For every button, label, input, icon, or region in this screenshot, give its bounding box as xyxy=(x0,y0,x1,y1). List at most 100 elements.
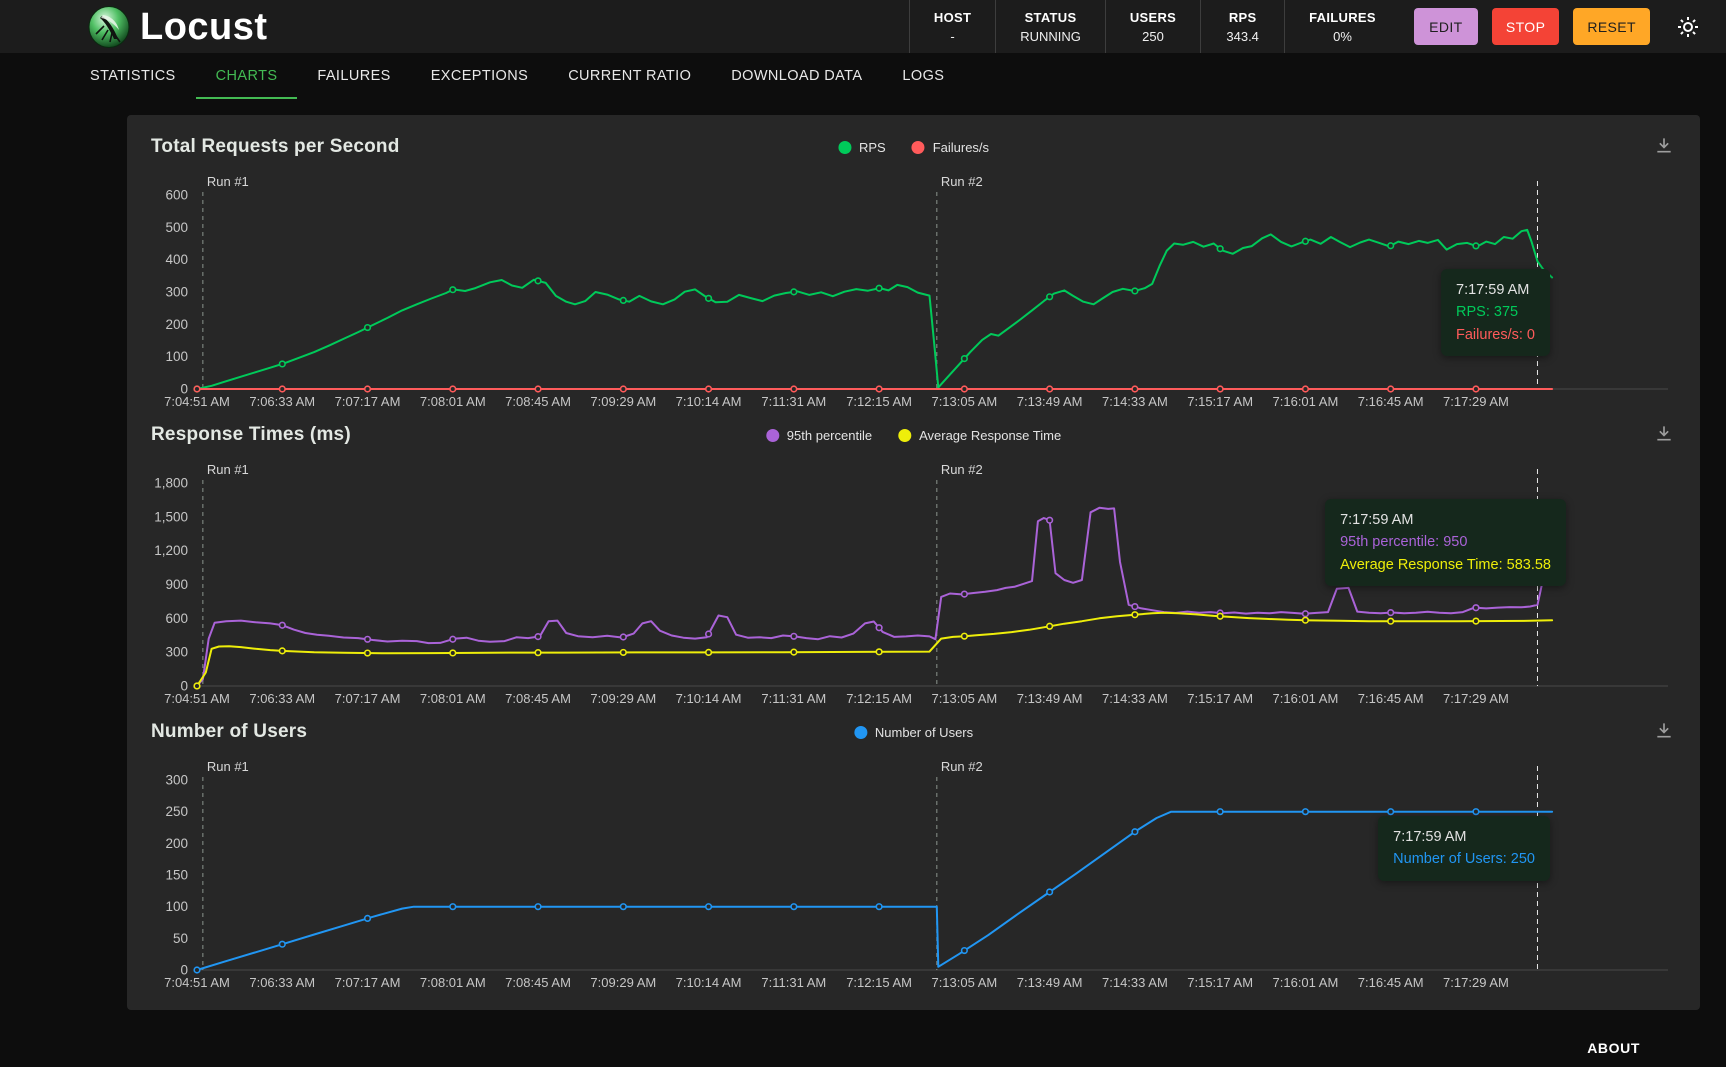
tab-failures[interactable]: FAILURES xyxy=(317,68,391,84)
svg-text:1,200: 1,200 xyxy=(154,543,188,558)
chart-users-header: Number of Users Number of Users xyxy=(151,710,1676,754)
tab-download-data[interactable]: DOWNLOAD DATA xyxy=(731,68,863,84)
percentile-legend-dot-icon xyxy=(765,428,779,442)
edit-button[interactable]: EDIT xyxy=(1413,8,1478,45)
svg-text:7:11:31 AM: 7:11:31 AM xyxy=(761,975,826,990)
svg-text:0: 0 xyxy=(180,382,188,397)
legend-item-avg-response-time[interactable]: Average Response Time xyxy=(898,428,1061,443)
svg-text:150: 150 xyxy=(165,868,188,883)
svg-text:7:15:17 AM: 7:15:17 AM xyxy=(1187,691,1253,706)
download-rps-chart-icon[interactable] xyxy=(1654,135,1674,160)
reset-button[interactable]: RESET xyxy=(1573,8,1650,45)
svg-text:0: 0 xyxy=(180,679,188,694)
stat-host-label: HOST xyxy=(933,9,972,25)
svg-text:7:06:33 AM: 7:06:33 AM xyxy=(249,975,315,990)
app-title: Locust xyxy=(140,5,268,48)
svg-text:Run #1: Run #1 xyxy=(207,759,249,774)
svg-text:7:06:33 AM: 7:06:33 AM xyxy=(249,394,315,409)
rps-chart-canvas[interactable]: 600 500 400 300 200 100 07:04:51 AM 7:06:33 AM 7… xyxy=(151,169,1676,413)
svg-text:7:07:17 AM: 7:07:17 AM xyxy=(335,975,401,990)
svg-text:Run #2: Run #2 xyxy=(941,462,983,477)
svg-text:7:15:17 AM: 7:15:17 AM xyxy=(1187,975,1253,990)
svg-text:7:07:17 AM: 7:07:17 AM xyxy=(335,691,401,706)
chart-rps-header: Total Requests per Second RPS Failures/s xyxy=(151,125,1676,169)
svg-text:7:08:45 AM: 7:08:45 AM xyxy=(505,691,571,706)
svg-text:7:11:31 AM: 7:11:31 AM xyxy=(761,394,826,409)
svg-text:7:13:49 AM: 7:13:49 AM xyxy=(1017,691,1083,706)
stat-rps: RPS 343.4 xyxy=(1200,0,1284,53)
chart-rt-body: 1,800 1,500 1,200 900 600 300 0 7:04:51 AM 7:06:… xyxy=(151,457,1676,710)
svg-text:7:16:45 AM: 7:16:45 AM xyxy=(1358,394,1424,409)
chart-rps-legend: RPS Failures/s xyxy=(837,140,989,155)
stat-host: HOST - xyxy=(908,0,995,53)
svg-text:7:14:33 AM: 7:14:33 AM xyxy=(1102,975,1168,990)
users-legend-dot-icon xyxy=(853,725,867,739)
svg-text:250: 250 xyxy=(165,804,188,819)
svg-text:7:16:45 AM: 7:16:45 AM xyxy=(1358,691,1424,706)
svg-text:7:08:45 AM: 7:08:45 AM xyxy=(505,394,571,409)
chart-users-title: Number of Users xyxy=(151,721,308,742)
chart-rps-body: 600 500 400 300 200 100 0 7:04:51 AM 7:06:33 AM 7… xyxy=(151,169,1676,413)
svg-text:7:12:15 AM: 7:12:15 AM xyxy=(846,691,912,706)
svg-text:1,800: 1,800 xyxy=(154,476,188,491)
tab-statistics[interactable]: STATISTICS xyxy=(90,68,176,84)
svg-text:1,500: 1,500 xyxy=(154,509,188,524)
svg-text:7:08:45 AM: 7:08:45 AM xyxy=(505,975,571,990)
stat-failures-value: 0% xyxy=(1333,28,1352,44)
svg-text:7:08:01 AM: 7:08:01 AM xyxy=(420,691,486,706)
response-times-chart-canvas[interactable]: 1,800 1,500 1,200 900 600 300 07:04:51 AM 7:06:… xyxy=(151,457,1676,710)
settings-gear-icon[interactable] xyxy=(1676,15,1700,39)
svg-text:7:09:29 AM: 7:09:29 AM xyxy=(590,394,656,409)
nav-tabs: STATISTICS CHARTS FAILURES EXCEPTIONS CU… xyxy=(0,53,1726,99)
svg-text:7:17:29 AM: 7:17:29 AM xyxy=(1443,691,1509,706)
stat-rps-label: RPS xyxy=(1228,9,1257,25)
svg-text:50: 50 xyxy=(173,931,188,946)
about-link[interactable]: ABOUT xyxy=(1587,1040,1640,1056)
brand[interactable]: Locust xyxy=(88,5,268,48)
locust-logo-icon xyxy=(88,5,130,48)
header-stats: HOST - STATUS RUNNING USERS 250 RPS 343.… xyxy=(908,0,1400,53)
avg-response-legend-dot-icon xyxy=(898,428,912,442)
svg-text:200: 200 xyxy=(165,317,188,332)
svg-text:7:10:14 AM: 7:10:14 AM xyxy=(676,394,742,409)
failures-legend-dot-icon xyxy=(911,140,925,154)
stat-status-value: RUNNING xyxy=(1020,28,1081,44)
legend-item-failures[interactable]: Failures/s xyxy=(911,140,989,155)
legend-item-95th-percentile[interactable]: 95th percentile xyxy=(765,428,872,443)
tab-exceptions[interactable]: EXCEPTIONS xyxy=(430,68,529,84)
svg-text:100: 100 xyxy=(165,899,188,914)
chart-rt-legend: 95th percentile Average Response Time xyxy=(765,428,1061,443)
stop-button[interactable]: STOP xyxy=(1491,8,1560,45)
svg-text:7:07:17 AM: 7:07:17 AM xyxy=(335,394,401,409)
chart-users-body: 300 250 200 150 100 50 0 7:04:51 AM 7:06:33 AM 7:… xyxy=(151,754,1676,994)
tab-charts[interactable]: CHARTS xyxy=(195,53,298,99)
users-chart-canvas[interactable]: 300 250 200 150 100 50 07:04:51 AM 7:06:33 AM 7:… xyxy=(151,754,1676,994)
tab-logs[interactable]: LOGS xyxy=(902,68,945,84)
svg-text:0: 0 xyxy=(180,963,188,978)
svg-text:7:14:33 AM: 7:14:33 AM xyxy=(1102,394,1168,409)
svg-text:7:09:29 AM: 7:09:29 AM xyxy=(590,975,656,990)
chart-users-legend: Number of Users xyxy=(853,725,973,740)
download-rt-chart-icon[interactable] xyxy=(1654,423,1674,448)
svg-text:200: 200 xyxy=(165,836,188,851)
svg-text:300: 300 xyxy=(165,773,188,788)
svg-text:7:13:49 AM: 7:13:49 AM xyxy=(1017,975,1083,990)
svg-text:7:16:45 AM: 7:16:45 AM xyxy=(1358,975,1424,990)
svg-text:600: 600 xyxy=(165,611,188,626)
svg-text:7:16:01 AM: 7:16:01 AM xyxy=(1273,975,1339,990)
download-users-chart-icon[interactable] xyxy=(1654,720,1674,745)
header: Locust HOST - STATUS RUNNING USERS 250 R… xyxy=(0,0,1726,53)
tab-current-ratio[interactable]: CURRENT RATIO xyxy=(568,68,692,84)
svg-text:400: 400 xyxy=(165,252,188,267)
svg-text:7:11:31 AM: 7:11:31 AM xyxy=(761,691,826,706)
stat-rps-value: 343.4 xyxy=(1226,28,1259,44)
chart-rt-header: Response Times (ms) 95th percentile Aver… xyxy=(151,413,1676,457)
svg-text:7:08:01 AM: 7:08:01 AM xyxy=(420,394,486,409)
svg-text:7:10:14 AM: 7:10:14 AM xyxy=(676,691,742,706)
rps-legend-dot-icon xyxy=(837,140,851,154)
svg-text:Run #1: Run #1 xyxy=(207,462,249,477)
legend-item-number-of-users[interactable]: Number of Users xyxy=(853,725,973,740)
legend-item-rps[interactable]: RPS xyxy=(837,140,886,155)
svg-text:300: 300 xyxy=(165,645,188,660)
